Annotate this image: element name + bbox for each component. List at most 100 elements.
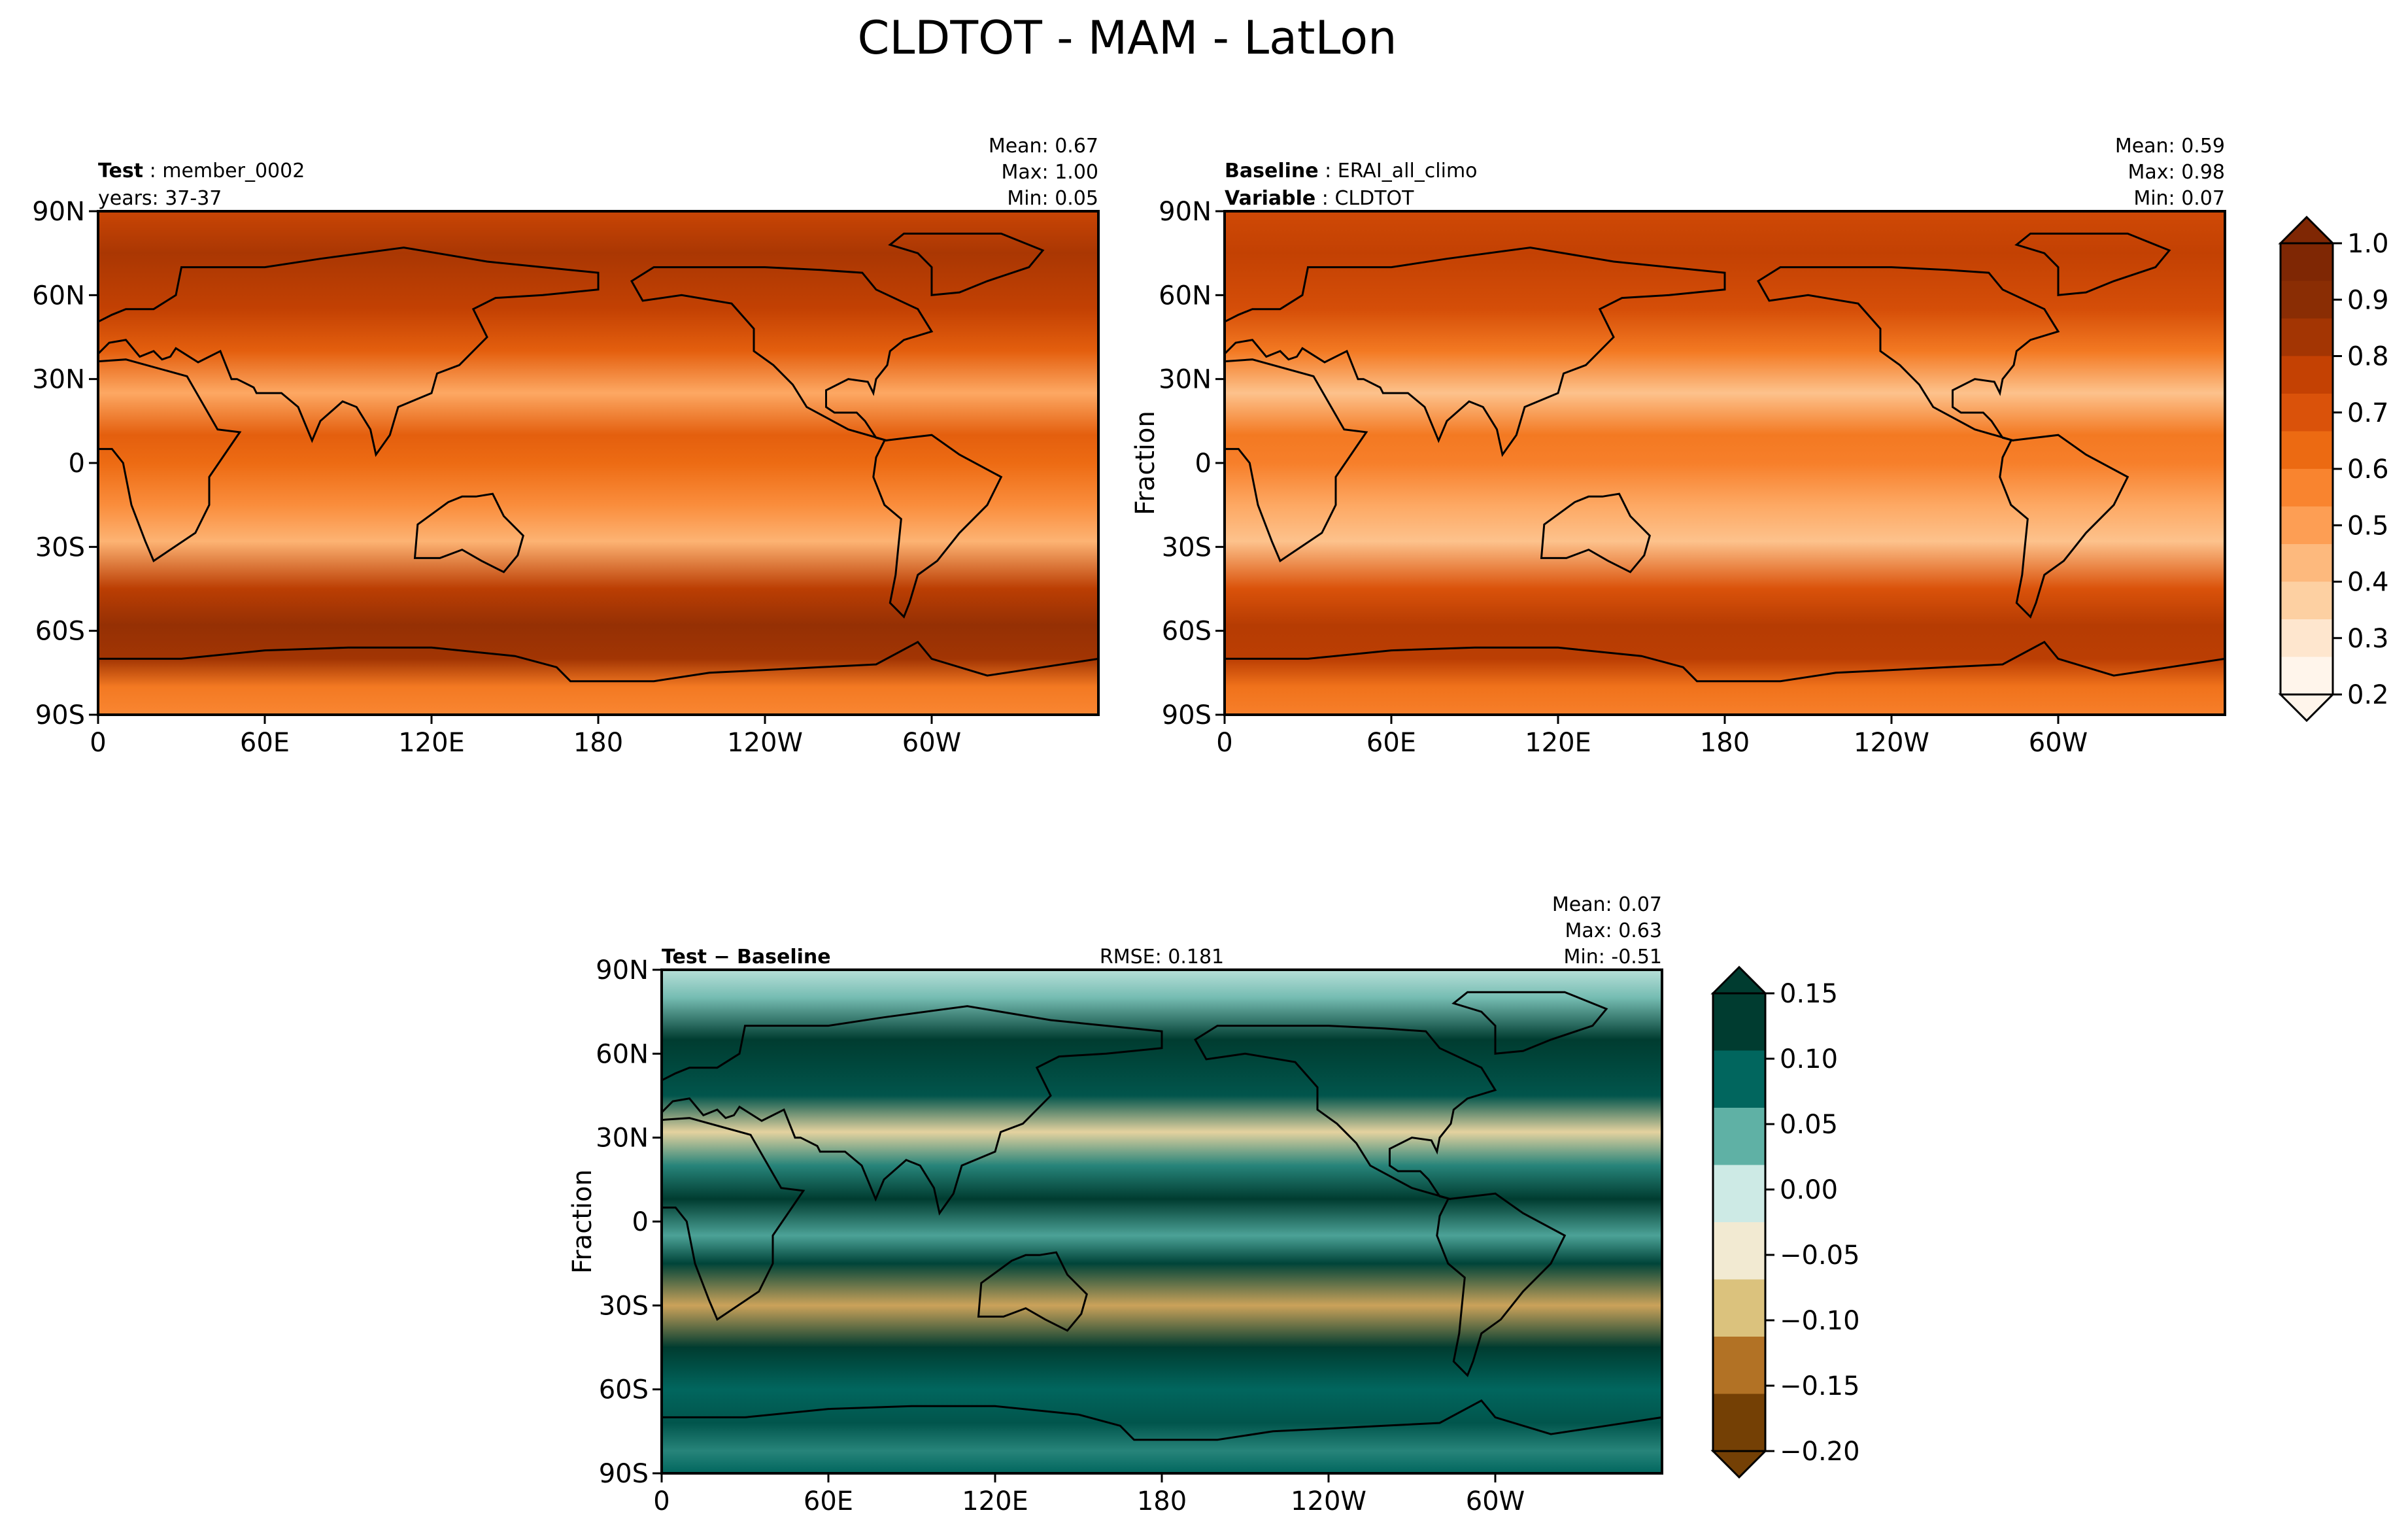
y-tick-label: 90S [1162,700,1212,730]
colorbar-bin [2281,431,2333,470]
y-tick-label: 60S [1162,617,1212,647]
header-line: years: 37-37 [98,187,222,210]
coastline-2 [1540,492,1651,573]
stat-1: Max: 1.00 [1002,161,1098,184]
stat-0: Mean: 0.67 [989,135,1098,158]
colorbar-tick-label: 0.2 [2347,680,2389,710]
coastline-5 [2014,232,2171,296]
coastline-3 [1756,266,2060,442]
colorbar-bin [1713,1050,1765,1108]
y-axis-label: Fraction [1130,411,1161,515]
header-line: Baseline : ERAI_all_climo [1225,160,1478,182]
coastline-1 [98,247,600,457]
header-sep: : [1315,187,1334,210]
colorbars: 1.00.90.80.70.60.50.40.30.20.150.100.050… [1710,215,2389,1479]
x-tick-label: 120E [1525,728,1591,758]
colorbar-tick-label: 0.5 [2347,511,2389,541]
stat-2: Min: -0.51 [1564,946,1663,968]
colorbar-bin [2281,356,2333,394]
colorbar-bin [2281,657,2333,695]
colorbar-bin [2281,243,2333,282]
colorbar-tick-label: 0.6 [2347,454,2389,485]
colorbar-extend-max [2278,215,2335,245]
colorbar-tick-label: 0.15 [1780,979,1838,1009]
coastline-1 [1225,247,1726,457]
header-line: Test : member_0002 [98,160,305,182]
colorbar-main: 1.0 0.9 0.8 0.7 0.6 0.5 0.4 0.3 0.2 [2278,215,2389,723]
colorbar-tick-label: 0.8 [2347,342,2389,372]
y-tick-label: 0 [632,1207,649,1237]
colorbar-tick-label: 1.0 [2347,229,2389,259]
stat-0: Mean: 0.59 [2115,135,2225,158]
colorbar-tick-label: −0.10 [1780,1306,1860,1336]
colorbar-tick-label: 0.10 [1780,1044,1838,1074]
colorbar-bin [1713,1337,1765,1395]
x-tick-label: 60E [804,1486,853,1516]
x-tick-label: 180 [1700,728,1750,758]
header-sep: : [1319,160,1338,182]
colorbar-bin [2281,544,2333,583]
colorbar-bin [2281,394,2333,432]
coastline-2 [977,1251,1088,1332]
coastline-0 [98,358,242,562]
header-line: Test − Baseline [662,946,831,968]
x-tick-label: 60W [2029,728,2088,758]
colorbar-frame [1712,992,1767,1452]
colorbar-bin [1713,1394,1765,1452]
y-tick-label: 90N [596,955,649,985]
coastline-4 [1436,1192,1567,1377]
colorbar-tick-label: 0.4 [2347,568,2389,598]
colorbar-tick-label: 0.9 [2347,285,2389,315]
y-tick-label: 60N [1159,281,1212,311]
y-tick-label: 60N [596,1039,649,1069]
colorbar-extend-min [1710,1450,1768,1479]
y-tick-label: 90S [35,700,85,730]
header-sep: : [143,160,162,182]
colorbar-bin [2281,318,2333,357]
colorbar-bin [1713,993,1765,1052]
colorbar-bin [2281,506,2333,545]
y-tick-label: 30S [35,532,85,562]
y-tick-label: 0 [1195,449,1212,479]
colorbar-tick-label: −0.20 [1780,1437,1860,1467]
map-field [662,970,1662,1473]
y-tick-label: 60S [599,1375,649,1405]
y-tick-label: 30N [1159,365,1212,395]
colorbar-bin [2281,281,2333,319]
colorbar-bin [1713,1279,1765,1337]
header-bold: Test − Baseline [662,946,831,968]
coastline-0 [662,1117,805,1321]
y-tick-label: 0 [69,449,85,479]
figure-title: CLDTOT - MAM - LatLon [858,11,1397,65]
y-axis-label: Fraction [568,1169,598,1274]
header-bold: Variable [1225,187,1315,210]
header-line: Variable : CLDTOT [1225,187,1414,210]
y-tick-label: 30S [599,1291,649,1321]
y-tick-label: 30N [596,1123,649,1154]
y-tick-label: 60S [35,617,85,647]
x-tick-label: 120E [398,728,465,758]
x-tick-label: 120W [727,728,803,758]
x-tick-label: 60W [902,728,961,758]
y-tick-label: 60N [32,281,85,311]
x-tick-label: 120W [1854,728,1929,758]
coastline-1 [662,1005,1163,1216]
colorbar-tick-label: 0.3 [2347,624,2389,654]
coastline-3 [1193,1025,1497,1201]
colorbar-bin [1713,1222,1765,1280]
rmse-label: RMSE: 0.181 [1100,946,1224,968]
map-field [1225,211,2225,715]
coastline-4 [872,434,1003,619]
y-tick-label: 30N [32,365,85,395]
coastline-0 [1225,358,1368,562]
header-text: ERAI_all_climo [1338,160,1478,182]
stat-2: Min: 0.07 [2133,187,2225,210]
x-tick-label: 0 [90,728,106,758]
header-text: member_0002 [162,160,305,182]
colorbar-extend-max [1710,965,1768,995]
